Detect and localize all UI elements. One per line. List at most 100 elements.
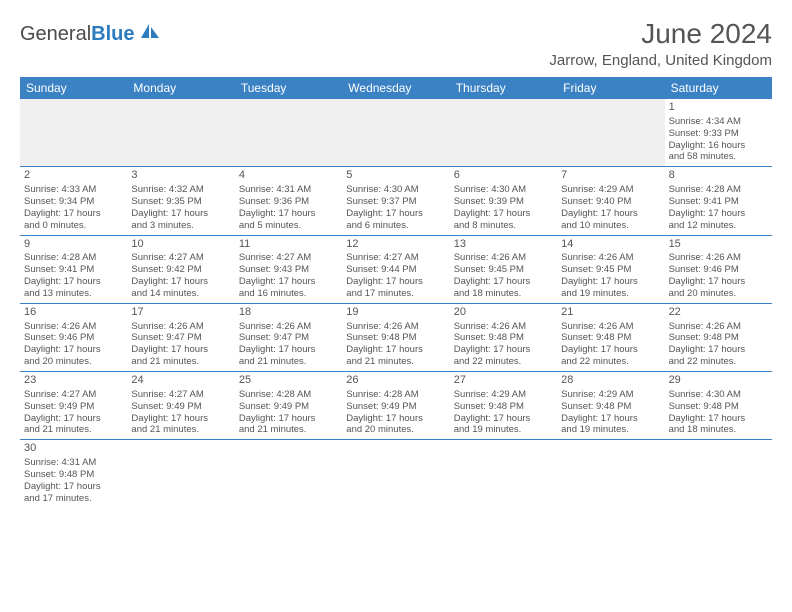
week-row: 9Sunrise: 4:28 AMSunset: 9:41 PMDaylight… — [20, 236, 772, 304]
day-cell — [20, 99, 127, 166]
day-detail: and 14 minutes. — [131, 288, 230, 300]
day-detail: Sunrise: 4:29 AM — [454, 389, 553, 401]
day-number: 8 — [669, 169, 768, 183]
day-number: 28 — [561, 374, 660, 388]
day-detail: and 5 minutes. — [239, 220, 338, 232]
day-header-mon: Monday — [127, 77, 234, 99]
day-number: 16 — [24, 306, 123, 320]
day-detail: Daylight: 17 hours — [239, 208, 338, 220]
day-detail: Sunrise: 4:28 AM — [24, 252, 123, 264]
day-detail: Sunset: 9:45 PM — [454, 264, 553, 276]
day-detail: Sunrise: 4:34 AM — [669, 116, 768, 128]
day-header-sat: Saturday — [665, 77, 772, 99]
day-detail: Sunrise: 4:26 AM — [669, 252, 768, 264]
day-detail: and 22 minutes. — [561, 356, 660, 368]
day-number: 21 — [561, 306, 660, 320]
day-detail: Daylight: 17 hours — [454, 413, 553, 425]
sail-icon — [139, 22, 161, 46]
day-number: 5 — [346, 169, 445, 183]
day-detail: Sunset: 9:48 PM — [454, 332, 553, 344]
day-detail: Daylight: 17 hours — [239, 413, 338, 425]
day-detail: Sunrise: 4:26 AM — [561, 321, 660, 333]
month-title: June 2024 — [549, 18, 772, 50]
day-detail: Sunrise: 4:30 AM — [669, 389, 768, 401]
day-detail: Sunset: 9:41 PM — [24, 264, 123, 276]
day-detail: Sunset: 9:48 PM — [561, 401, 660, 413]
day-detail: Sunrise: 4:27 AM — [131, 389, 230, 401]
day-cell: 1Sunrise: 4:34 AMSunset: 9:33 PMDaylight… — [665, 99, 772, 166]
day-detail: Sunset: 9:47 PM — [131, 332, 230, 344]
day-detail: Sunset: 9:35 PM — [131, 196, 230, 208]
week-row: 1Sunrise: 4:34 AMSunset: 9:33 PMDaylight… — [20, 99, 772, 167]
day-detail: Sunset: 9:47 PM — [239, 332, 338, 344]
day-number: 29 — [669, 374, 768, 388]
day-detail: Daylight: 17 hours — [24, 276, 123, 288]
day-number: 20 — [454, 306, 553, 320]
day-detail: Daylight: 17 hours — [561, 276, 660, 288]
day-detail: and 10 minutes. — [561, 220, 660, 232]
day-header-tue: Tuesday — [235, 77, 342, 99]
location: Jarrow, England, United Kingdom — [549, 52, 772, 69]
day-cell: 6Sunrise: 4:30 AMSunset: 9:39 PMDaylight… — [450, 167, 557, 234]
day-detail: Sunset: 9:49 PM — [24, 401, 123, 413]
day-cell: 11Sunrise: 4:27 AMSunset: 9:43 PMDayligh… — [235, 236, 342, 303]
day-detail: Daylight: 17 hours — [454, 276, 553, 288]
day-cell: 9Sunrise: 4:28 AMSunset: 9:41 PMDaylight… — [20, 236, 127, 303]
day-detail: and 20 minutes. — [24, 356, 123, 368]
day-detail: Sunset: 9:44 PM — [346, 264, 445, 276]
week-row: 16Sunrise: 4:26 AMSunset: 9:46 PMDayligh… — [20, 304, 772, 372]
day-detail: and 3 minutes. — [131, 220, 230, 232]
day-detail: Sunrise: 4:26 AM — [669, 321, 768, 333]
day-detail: Sunrise: 4:26 AM — [24, 321, 123, 333]
day-cell: 5Sunrise: 4:30 AMSunset: 9:37 PMDaylight… — [342, 167, 449, 234]
day-detail: and 18 minutes. — [454, 288, 553, 300]
day-cell: 7Sunrise: 4:29 AMSunset: 9:40 PMDaylight… — [557, 167, 664, 234]
day-detail: Sunrise: 4:26 AM — [561, 252, 660, 264]
day-number: 9 — [24, 238, 123, 252]
week-row: 2Sunrise: 4:33 AMSunset: 9:34 PMDaylight… — [20, 167, 772, 235]
day-cell: 19Sunrise: 4:26 AMSunset: 9:48 PMDayligh… — [342, 304, 449, 371]
day-cell: 22Sunrise: 4:26 AMSunset: 9:48 PMDayligh… — [665, 304, 772, 371]
day-detail: and 22 minutes. — [454, 356, 553, 368]
day-detail: Sunset: 9:34 PM — [24, 196, 123, 208]
day-cell: 27Sunrise: 4:29 AMSunset: 9:48 PMDayligh… — [450, 372, 557, 439]
day-cell: 29Sunrise: 4:30 AMSunset: 9:48 PMDayligh… — [665, 372, 772, 439]
day-cell — [450, 440, 557, 507]
day-detail: Sunset: 9:48 PM — [454, 401, 553, 413]
day-cell: 18Sunrise: 4:26 AMSunset: 9:47 PMDayligh… — [235, 304, 342, 371]
day-number: 19 — [346, 306, 445, 320]
day-detail: Sunset: 9:48 PM — [561, 332, 660, 344]
day-detail: Sunrise: 4:27 AM — [24, 389, 123, 401]
day-detail: Sunrise: 4:26 AM — [346, 321, 445, 333]
day-detail: and 21 minutes. — [239, 356, 338, 368]
day-detail: Sunset: 9:43 PM — [239, 264, 338, 276]
day-number: 14 — [561, 238, 660, 252]
day-detail: Sunrise: 4:27 AM — [239, 252, 338, 264]
day-detail: and 19 minutes. — [454, 424, 553, 436]
logo-text-1: General — [20, 23, 91, 46]
day-detail: Daylight: 17 hours — [346, 413, 445, 425]
day-detail: and 21 minutes. — [346, 356, 445, 368]
day-cell: 3Sunrise: 4:32 AMSunset: 9:35 PMDaylight… — [127, 167, 234, 234]
day-detail: Sunrise: 4:26 AM — [454, 321, 553, 333]
day-detail: Sunset: 9:48 PM — [669, 401, 768, 413]
day-detail: and 17 minutes. — [346, 288, 445, 300]
day-detail: and 20 minutes. — [669, 288, 768, 300]
day-detail: Sunset: 9:36 PM — [239, 196, 338, 208]
day-number: 22 — [669, 306, 768, 320]
day-detail: Sunset: 9:46 PM — [24, 332, 123, 344]
day-detail: and 12 minutes. — [669, 220, 768, 232]
day-cell: 21Sunrise: 4:26 AMSunset: 9:48 PMDayligh… — [557, 304, 664, 371]
day-cell — [665, 440, 772, 507]
day-detail: Daylight: 17 hours — [24, 344, 123, 356]
day-detail: and 18 minutes. — [669, 424, 768, 436]
day-headers: Sunday Monday Tuesday Wednesday Thursday… — [20, 77, 772, 99]
day-detail: and 21 minutes. — [131, 424, 230, 436]
day-detail: Daylight: 16 hours — [669, 140, 768, 152]
day-detail: Sunrise: 4:27 AM — [131, 252, 230, 264]
day-detail: Sunset: 9:42 PM — [131, 264, 230, 276]
day-detail: Daylight: 17 hours — [239, 344, 338, 356]
day-cell: 4Sunrise: 4:31 AMSunset: 9:36 PMDaylight… — [235, 167, 342, 234]
day-detail: and 16 minutes. — [239, 288, 338, 300]
day-detail: Sunset: 9:45 PM — [561, 264, 660, 276]
